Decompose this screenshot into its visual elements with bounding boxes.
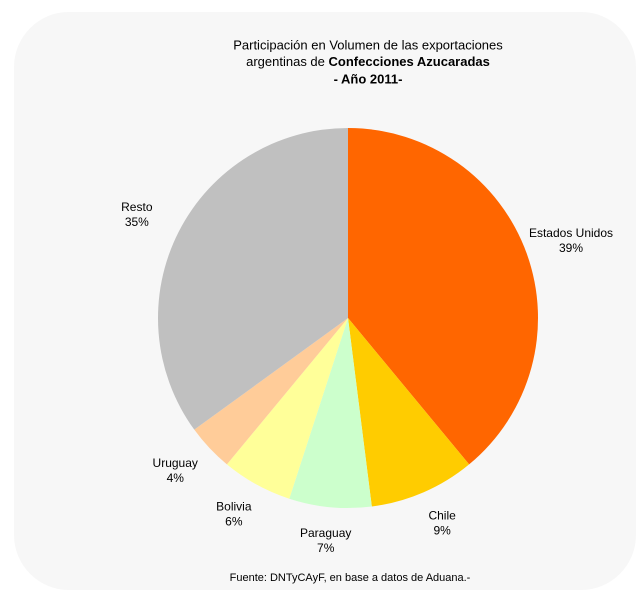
pie-slice: [348, 128, 539, 465]
slice-value-label: 4%: [167, 471, 185, 485]
slice-label: Paraguay: [300, 526, 351, 540]
pie-slice: [226, 318, 348, 499]
chart-title: Participación en Volumen de las exportac…: [233, 37, 503, 52]
slice-value-label: 7%: [317, 541, 335, 555]
slice-label: Estados Unidos: [529, 226, 613, 240]
chart-title-part: argentinas de: [246, 54, 325, 69]
slice-value-label: 35%: [125, 215, 149, 229]
slice-label: Resto: [121, 200, 153, 214]
slice-value-label: 39%: [559, 241, 583, 255]
slice-label: Bolivia: [216, 499, 252, 513]
slice-label: Chile: [428, 509, 456, 523]
slice-value-label: 9%: [433, 524, 451, 538]
slice-value-label: 6%: [225, 514, 243, 528]
pie-slice: [289, 318, 372, 508]
chart-title: argentinas de Confecciones Azucaradas: [246, 54, 490, 69]
chart-title-part: Confecciones Azucaradas: [329, 54, 490, 69]
pie-slice: [194, 318, 348, 465]
slice-label: Uruguay: [153, 456, 198, 470]
source-note: Fuente: DNTyCAyF, en base a datos de Adu…: [230, 572, 471, 584]
pie-slice: [158, 128, 348, 430]
pie-slice: [348, 318, 470, 507]
chart-subtitle: - Año 2011-: [334, 71, 403, 86]
